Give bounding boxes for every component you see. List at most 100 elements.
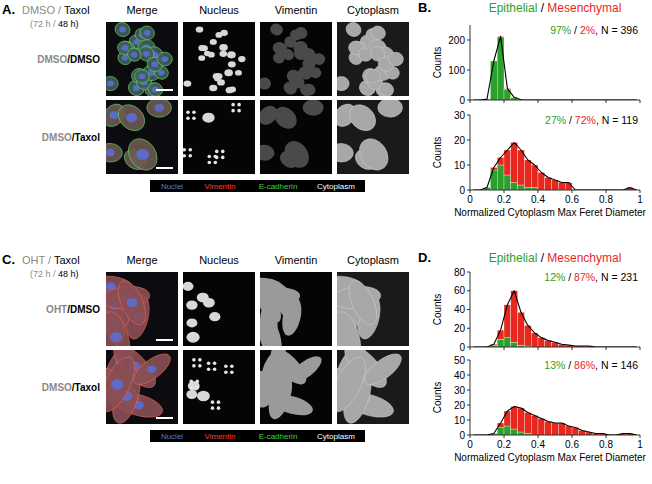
y-tick (467, 375, 470, 376)
nucleus-fragment (213, 161, 217, 165)
row-label-part: /Taxol (72, 132, 100, 143)
x-tick (504, 100, 505, 103)
vimentin-signal (312, 53, 326, 66)
image-content (260, 350, 326, 422)
x-tick-label: 0.6 (565, 194, 579, 205)
nucleus (186, 332, 199, 343)
cell-merge (129, 350, 175, 390)
x-tick (504, 347, 505, 350)
nucleus (196, 26, 204, 32)
y-tick-label: 30 (454, 385, 466, 396)
nucleus-merge (144, 30, 151, 36)
row-label-part: /DMSO (67, 54, 100, 65)
times-part: 48 h) (56, 19, 79, 29)
cell-merge (147, 100, 172, 117)
histogram-bar (504, 426, 511, 435)
epithelial-percent: 27% (545, 114, 566, 126)
x-tick-label: 0.2 (497, 194, 511, 205)
x-tick (606, 435, 607, 438)
x-axis-label: Normalized Cytoplasm Max Feret Diameter (454, 452, 646, 463)
x-axis (470, 347, 640, 348)
row-label: DMSO/DMSO (37, 54, 100, 65)
nucleus (186, 300, 197, 309)
histogram-bar (552, 423, 559, 435)
y-tick-label: 40 (454, 370, 466, 381)
nucleus-merge (139, 74, 146, 80)
nucleus-fragment (237, 109, 241, 113)
panel-times: (72 h / 48 h) (30, 19, 79, 29)
y-tick-label: 100 (448, 65, 465, 76)
y-tick-label: 50 (454, 355, 466, 366)
nucleus-fragment (217, 406, 221, 410)
plot-area (473, 407, 636, 436)
x-tick (572, 190, 573, 193)
y-tick (467, 140, 470, 141)
image-content (337, 274, 384, 346)
nucleus-fragment (198, 358, 202, 362)
cell-merge (113, 100, 150, 136)
nucleus-fragment (192, 364, 196, 368)
nucleus (209, 312, 220, 321)
nucleus-merge (147, 365, 156, 373)
legend-separator: / (537, 1, 547, 15)
nucleus-fragment (195, 380, 199, 384)
nucleus-fragment (195, 386, 199, 390)
y-tick-label: 0 (459, 342, 465, 353)
annotation-separator: / (571, 24, 580, 36)
cell-merge (106, 143, 123, 163)
nucleus-fragment (224, 370, 228, 374)
histogram-bar (524, 160, 531, 188)
x-tick-label: 0.8 (599, 439, 613, 450)
nucleus (198, 45, 206, 51)
x-tick-label: 0.6 (565, 439, 579, 450)
mesenchymal-percent: 2% (580, 24, 595, 36)
nucleus-fragment (186, 110, 190, 114)
channel-legend-entry: Nuclei (161, 182, 183, 191)
nucleus-fragment (198, 364, 202, 368)
image-content (106, 100, 172, 174)
histogram-bar (518, 408, 525, 432)
row-label: OHT/DMSO (46, 304, 100, 315)
vimentin-signal (260, 313, 286, 346)
x-tick-label: 0 (467, 439, 473, 450)
x-tick-label: 1 (637, 194, 643, 205)
nucleus-fragment (221, 156, 225, 160)
histogram-bar (565, 183, 572, 191)
column-header: Merge (126, 254, 157, 266)
y-tick (467, 405, 470, 406)
image-content (106, 350, 175, 424)
cell-merge (125, 45, 144, 63)
y-tick-label: 0 (459, 95, 465, 106)
column-header: Nucleus (199, 254, 239, 266)
mesenchymal-percent: 87% (574, 271, 595, 283)
title-part: DMSO / (22, 4, 62, 16)
row-label-part: DMSO (37, 54, 67, 65)
cell-merge (146, 80, 165, 96)
nucleus-merge (119, 27, 126, 33)
title-part: OHT / (22, 254, 52, 266)
cell-merge (138, 24, 157, 43)
y-tick (467, 115, 470, 116)
epithelial-percent: 13% (544, 359, 565, 371)
cell-merge (112, 277, 151, 329)
nucleus (215, 73, 222, 79)
image-content (260, 22, 326, 96)
cytoplasm-signal (343, 277, 382, 329)
y-axis-label: Counts (432, 137, 443, 169)
channel-legend-background (150, 430, 365, 442)
nucleus (219, 51, 227, 57)
scale-bar (156, 417, 173, 419)
y-tick-label: 80 (454, 267, 466, 278)
nucleus (203, 298, 215, 308)
nucleus-fragment (183, 148, 186, 152)
total-outline (473, 291, 636, 347)
y-tick-label: 10 (454, 415, 466, 426)
histogram-bar (511, 183, 518, 191)
vimentin-signal (260, 357, 292, 412)
y-tick-label: 0 (459, 185, 465, 196)
nucleus-fragment (224, 364, 228, 368)
y-tick-label: 200 (448, 35, 465, 46)
y-tick (467, 100, 470, 101)
nucleus (184, 80, 192, 86)
title-part: Taxol (51, 254, 80, 266)
